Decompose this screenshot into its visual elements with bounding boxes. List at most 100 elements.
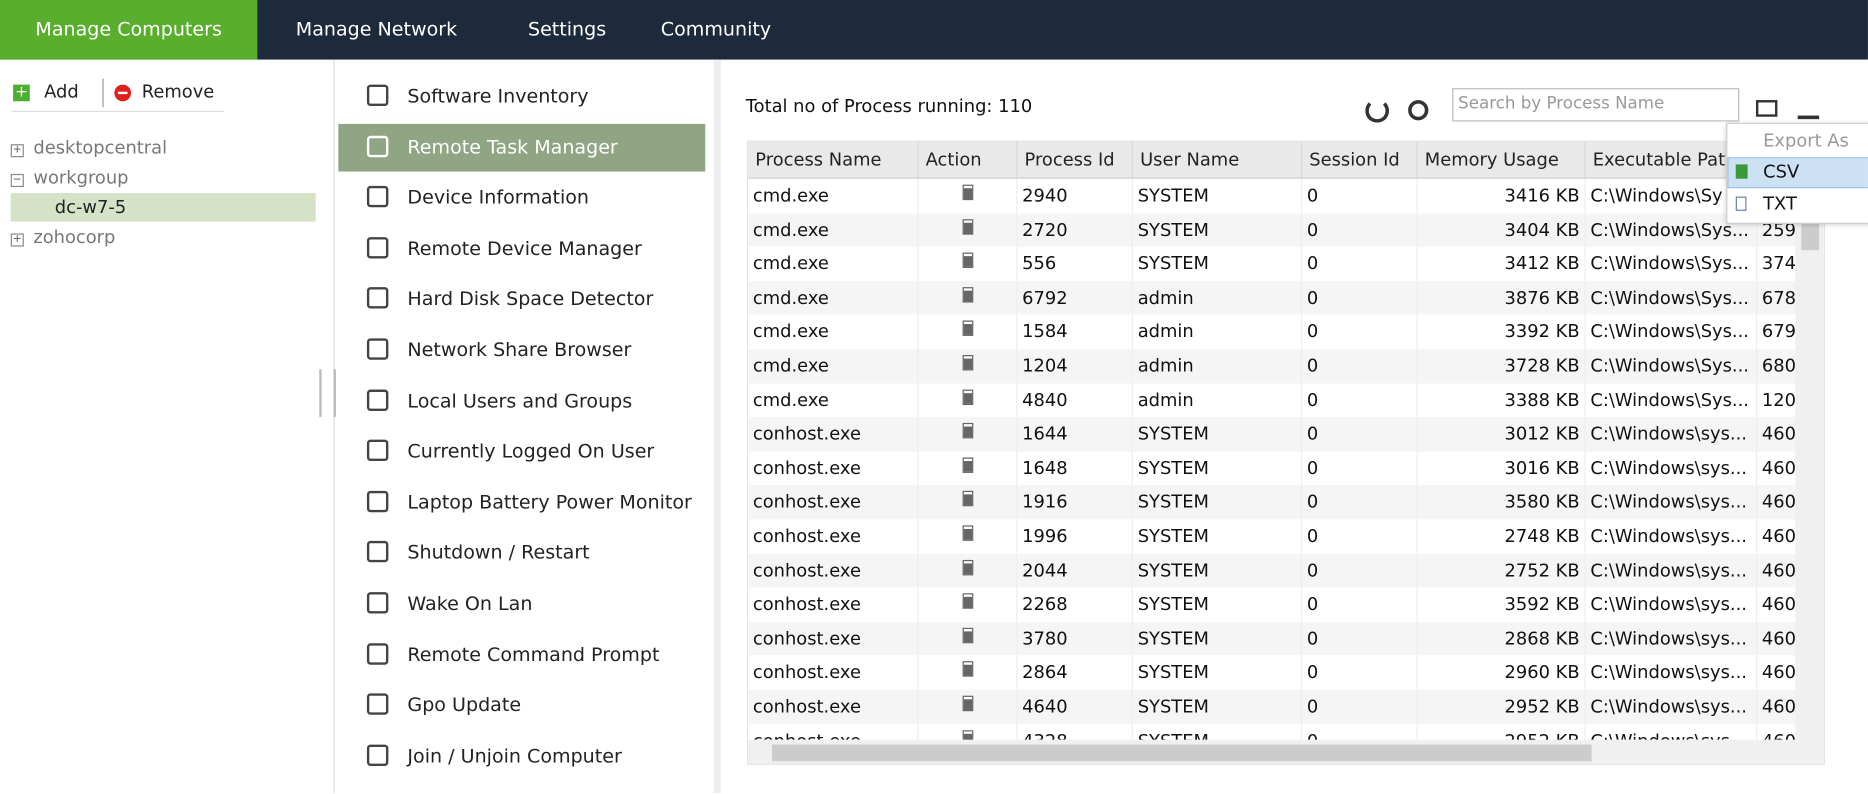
table-cell: cmd.exe [748, 280, 919, 315]
table-row[interactable]: conhost.exe 1648 SYSTEM 0 3016 KB C:\Windows\… [748, 451, 1797, 486]
table-cell: 4640 [1017, 689, 1133, 724]
search-icon[interactable] [1408, 100, 1429, 121]
tree-node[interactable]: dc-w7-5 [54, 196, 127, 219]
table-row[interactable]: conhost.exe 3780 SYSTEM 0 2868 KB C:\Windows\… [748, 621, 1797, 656]
h-scrollbar[interactable] [748, 739, 1824, 764]
column-header[interactable]: Action [918, 141, 1018, 178]
v-scrollbar[interactable] [1796, 178, 1824, 740]
delete-action[interactable] [918, 519, 1018, 554]
splitter[interactable] [319, 369, 336, 417]
nav-tab[interactable]: Manage Network [295, 17, 458, 41]
table-row[interactable]: conhost.exe 2864 SYSTEM 0 2960 KB C:\Windows\… [748, 655, 1797, 690]
table-row[interactable]: conhost.exe 1916 SYSTEM 0 3580 KB C:\Windows\… [748, 485, 1797, 520]
delete-action[interactable] [918, 417, 1018, 452]
menu-item[interactable]: Wake On Lan [338, 580, 705, 628]
remove-button[interactable]: Remove [141, 81, 215, 103]
delete-action[interactable] [918, 723, 1018, 740]
menu-item[interactable]: Gpo Update [338, 682, 705, 730]
export-option[interactable]: TXT [1763, 192, 1797, 215]
tree-node[interactable]: + desktopcentral [10, 137, 167, 158]
menu-item[interactable]: Software Inventory [338, 73, 705, 121]
table-row[interactable]: cmd.exe 4840 admin 0 3388 KB C:\Windows\Sys..… [748, 383, 1797, 418]
nav-tab[interactable]: Manage Computers [0, 0, 258, 60]
export-option[interactable]: CSV [1763, 160, 1800, 183]
add-button[interactable]: Add [44, 81, 79, 103]
menu-label: Wake On Lan [407, 592, 533, 615]
process-count: Total no of Process running: 110 [745, 95, 1033, 117]
refresh-icon[interactable] [1365, 98, 1390, 123]
delete-action[interactable] [918, 689, 1018, 724]
table-row[interactable]: cmd.exe 556 SYSTEM 0 3412 KB C:\Windows\Sys..… [748, 246, 1797, 281]
menu-item[interactable]: Hard Disk Space Detector [338, 276, 705, 324]
table-cell: 2720 [1017, 212, 1133, 247]
tree-node[interactable]: − workgroup [10, 167, 129, 188]
table-row[interactable]: cmd.exe 2720 SYSTEM 0 3404 KB C:\Windows\Sys.… [748, 212, 1797, 247]
export-icon[interactable] [1797, 98, 1820, 120]
search-box[interactable]: Search by Process Name [1452, 88, 1740, 122]
table-cell: 0 [1302, 212, 1418, 247]
menu-label: Shutdown / Restart [407, 541, 590, 564]
delete-action[interactable] [918, 212, 1018, 247]
left-pane: + Add Remove + desktopcentral − workgroup … [0, 59, 336, 794]
delete-action[interactable] [918, 349, 1018, 384]
menu-item[interactable]: Device Information [338, 174, 705, 222]
table-row[interactable]: conhost.exe 1644 SYSTEM 0 3012 KB C:\Windows\… [748, 417, 1797, 452]
table-row[interactable]: cmd.exe 1584 admin 0 3392 KB C:\Windows\Sys..… [748, 314, 1797, 350]
table-row[interactable]: conhost.exe 4640 SYSTEM 0 2952 KB C:\Windows\… [748, 689, 1797, 724]
column-header[interactable]: Session Id [1302, 141, 1418, 178]
menu-item[interactable]: Remote Device Manager [338, 225, 705, 273]
table-cell: 0 [1302, 723, 1418, 740]
menu-item[interactable]: Currently Logged On User [338, 428, 705, 476]
table-cell: conhost.exe [748, 451, 919, 486]
nav-tab[interactable]: Settings [527, 17, 607, 41]
delete-action[interactable] [918, 383, 1018, 418]
table-row[interactable]: conhost.exe 2044 SYSTEM 0 2752 KB C:\Windows\… [748, 553, 1797, 588]
table-cell: 2864 [1017, 655, 1133, 690]
menu-item[interactable]: Local Users and Groups [338, 377, 705, 425]
column-header[interactable]: Process Name [748, 141, 919, 178]
table-row[interactable]: cmd.exe 1204 admin 0 3728 KB C:\Windows\Sys..… [748, 349, 1797, 384]
table-cell: 460 [1757, 553, 1797, 588]
delete-action[interactable] [918, 621, 1018, 656]
table-cell: C:\Windows\sys... [1586, 621, 1758, 656]
delete-action[interactable] [918, 178, 1018, 213]
table-row[interactable]: conhost.exe 4328SYSTEM02952 KBC:\Windows\… [748, 723, 1797, 740]
delete-action[interactable] [918, 314, 1018, 350]
table-row[interactable]: conhost.exe 1996 SYSTEM 0 2748 KB C:\Windows\… [748, 519, 1797, 554]
table-cell: cmd.exe [748, 178, 919, 213]
menu-icon [366, 186, 389, 208]
table-cell: 1996 [1017, 519, 1133, 554]
column-header[interactable]: User Name [1133, 141, 1303, 178]
delete-action[interactable] [918, 587, 1018, 622]
table-cell: 0 [1302, 314, 1418, 350]
delete-action[interactable] [918, 655, 1018, 690]
nav-tab[interactable]: Community [660, 17, 772, 41]
delete-action[interactable] [918, 485, 1018, 520]
menu-item[interactable]: Shutdown / Restart [338, 529, 705, 577]
menu-label: Join / Unjoin Computer [407, 744, 622, 767]
menu-item[interactable]: Network Share Browser [338, 326, 705, 374]
delete-action[interactable] [918, 451, 1018, 486]
delete-action[interactable] [918, 553, 1018, 588]
menu-item[interactable]: Join / Unjoin Computer [338, 732, 705, 780]
menu-item[interactable]: Laptop Battery Power Monitor [338, 479, 705, 527]
delete-action[interactable] [918, 246, 1018, 281]
columns-icon[interactable] [1755, 100, 1778, 117]
table-cell: C:\Windows\sys... [1586, 553, 1758, 588]
menu-item[interactable]: Remote Command Prompt [338, 631, 705, 679]
delete-action[interactable] [918, 280, 1018, 315]
table-cell: SYSTEM [1133, 587, 1303, 622]
table-cell: C:\Windows\Sys... [1586, 280, 1758, 315]
table-cell: conhost.exe [748, 519, 919, 554]
table-row[interactable]: cmd.exe 6792 admin 0 3876 KB C:\Windows\Sys..… [748, 280, 1797, 315]
table-row[interactable]: cmd.exe 2940 SYSTEM 0 3416 KB C:\Windows\Sy [748, 178, 1796, 213]
menu-label: Device Information [407, 186, 590, 209]
table-cell: 460 [1757, 519, 1797, 554]
table-row[interactable]: conhost.exe 2268 SYSTEM 0 3592 KB C:\Windows\… [748, 587, 1797, 622]
table-cell: 556 [1017, 246, 1133, 281]
column-header[interactable]: Process Id [1017, 141, 1133, 178]
menu-item[interactable]: Remote Task Manager [338, 123, 706, 172]
column-header[interactable]: Memory Usage [1418, 141, 1586, 178]
tree-node[interactable]: + zohocorp [10, 226, 115, 248]
table-cell: conhost.exe [748, 587, 919, 622]
